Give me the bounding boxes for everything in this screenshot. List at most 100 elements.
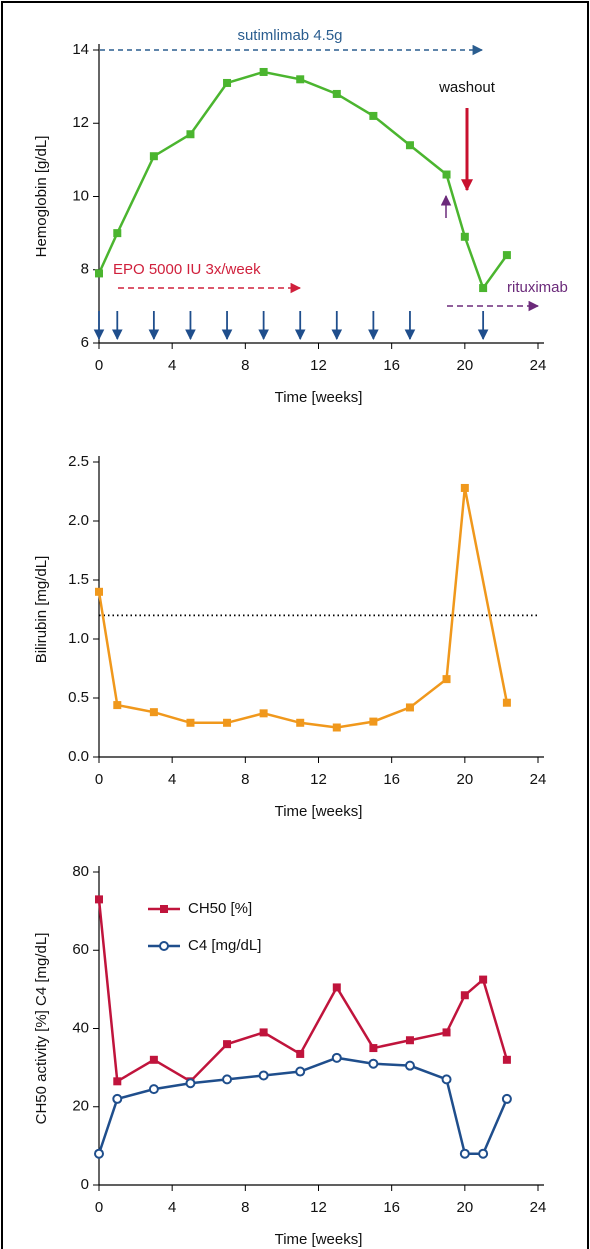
y-tick-label: 12 — [72, 114, 89, 131]
y-tick-label: 10 — [72, 187, 89, 204]
data-point — [112, 1093, 123, 1104]
legend-marker — [160, 905, 168, 913]
x-tick-label: 12 — [310, 357, 327, 374]
data-point — [149, 708, 158, 717]
y-tick-label: 2.0 — [68, 512, 89, 529]
data-point — [332, 983, 341, 992]
y-tick-label: 80 — [72, 863, 89, 880]
data-point — [369, 111, 378, 120]
data-point — [186, 718, 195, 727]
data-point — [501, 1093, 512, 1104]
annotation: washout — [438, 79, 496, 96]
x-tick-label: 12 — [310, 771, 327, 788]
x-tick-label: 8 — [241, 771, 249, 788]
data-point — [368, 1058, 379, 1069]
annotation: EPO 5000 IU 3x/week — [113, 261, 261, 278]
legend-label: CH50 [%] — [188, 900, 252, 917]
data-point — [113, 1077, 122, 1086]
annotation: rituximab — [507, 279, 568, 296]
data-point — [502, 1055, 511, 1064]
x-tick-label: 0 — [95, 357, 103, 374]
data-point — [460, 991, 469, 1000]
data-point — [149, 152, 158, 161]
x-tick-label: 8 — [241, 357, 249, 374]
data-point — [223, 718, 232, 727]
y-tick-label: 14 — [72, 41, 89, 58]
data-point — [331, 1052, 342, 1063]
y-tick-label: 0.5 — [68, 689, 89, 706]
y-tick-label: 40 — [72, 1019, 89, 1036]
data-point — [113, 701, 122, 710]
data-point — [502, 251, 511, 260]
x-tick-label: 20 — [456, 357, 473, 374]
data-point — [259, 709, 268, 718]
data-point — [296, 75, 305, 84]
data-point — [405, 1036, 414, 1045]
data-point — [95, 269, 103, 278]
y-axis-label: CH50 activity [%] C4 [mg/dL] — [33, 933, 50, 1125]
y-tick-label: 1.5 — [68, 571, 89, 588]
y-tick-label: 1.0 — [68, 630, 89, 647]
y-tick-label: 8 — [81, 261, 89, 278]
x-tick-label: 24 — [530, 771, 547, 788]
data-point — [95, 587, 103, 596]
x-tick-label: 20 — [456, 771, 473, 788]
data-point — [405, 141, 414, 150]
data-point — [441, 1074, 452, 1085]
x-tick-label: 8 — [241, 1199, 249, 1216]
y-tick-label: 2.5 — [68, 453, 89, 470]
data-point — [259, 1028, 268, 1037]
data-point — [459, 1148, 470, 1159]
x-tick-label: 24 — [530, 357, 547, 374]
legend-label: C4 [mg/dL] — [188, 937, 261, 954]
series-line — [97, 70, 508, 291]
data-point — [460, 483, 469, 492]
y-axis-label: Bilirubin [mg/dL] — [33, 556, 50, 664]
series-line — [97, 487, 509, 729]
y-tick-label: 6 — [81, 334, 89, 351]
data-point — [94, 1148, 104, 1159]
data-point — [405, 703, 414, 712]
y-axis-label: Hemoglobin [g/dL] — [33, 136, 50, 258]
data-point — [95, 895, 103, 904]
data-point — [460, 232, 469, 241]
data-point — [479, 284, 488, 293]
annotation: sutimlimab 4.5g — [237, 27, 342, 44]
data-point — [223, 78, 232, 87]
data-point — [148, 1084, 159, 1095]
x-axis-label: Time [weeks] — [275, 803, 363, 820]
series-line — [97, 1056, 509, 1155]
legend-marker — [159, 941, 169, 951]
data-point — [442, 170, 451, 179]
data-point — [258, 1070, 269, 1081]
data-point — [222, 1074, 233, 1085]
data-point — [186, 130, 195, 139]
data-point — [185, 1078, 196, 1089]
x-axis-label: Time [weeks] — [275, 1231, 363, 1248]
y-tick-label: 0.0 — [68, 748, 89, 765]
y-tick-label: 20 — [72, 1098, 89, 1115]
data-point — [478, 1148, 489, 1159]
x-tick-label: 0 — [95, 771, 103, 788]
data-point — [442, 675, 451, 684]
data-point — [369, 1044, 378, 1053]
data-point — [149, 1055, 158, 1064]
y-tick-label: 0 — [81, 1176, 89, 1193]
x-tick-label: 20 — [456, 1199, 473, 1216]
x-axis-label: Time [weeks] — [275, 389, 363, 406]
data-point — [442, 1028, 451, 1037]
data-point — [259, 67, 268, 76]
data-point — [113, 229, 122, 238]
data-point — [223, 1040, 232, 1049]
data-point — [502, 698, 511, 707]
series-line — [97, 899, 509, 1084]
data-point — [369, 717, 378, 726]
data-point — [296, 1049, 305, 1058]
data-point — [479, 975, 488, 984]
y-tick-label: 60 — [72, 941, 89, 958]
data-point — [295, 1066, 306, 1077]
x-tick-label: 12 — [310, 1199, 327, 1216]
data-point — [332, 723, 341, 732]
